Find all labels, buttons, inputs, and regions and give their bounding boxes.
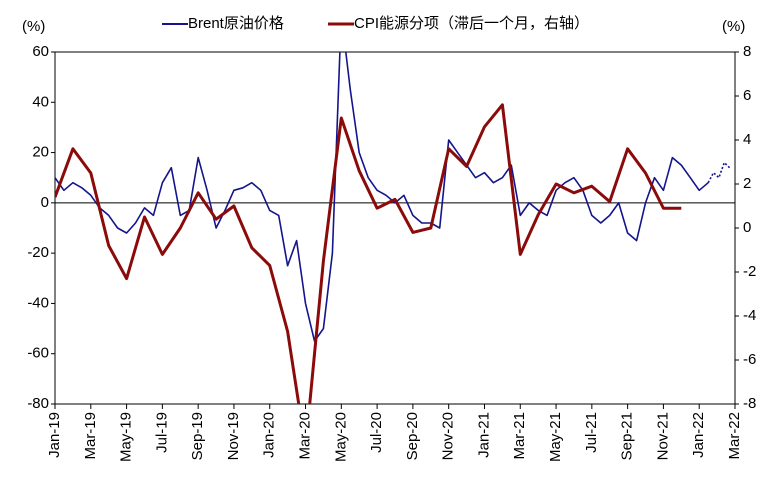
y-tick-label: 60	[32, 43, 49, 60]
y2-tick-label: 6	[743, 87, 751, 104]
legend-label: Brent原油价格	[188, 15, 284, 32]
x-tick-label: Jul-20	[368, 412, 385, 453]
x-tick-label: May-21	[547, 412, 564, 462]
x-tick-label: Jul-21	[583, 412, 600, 453]
y2-tick-label: 4	[743, 131, 751, 148]
y2-tick-label: 8	[743, 43, 751, 60]
x-tick-label: Nov-20	[440, 412, 457, 460]
series-line	[55, 52, 709, 342]
x-tick-label: May-19	[118, 412, 135, 462]
x-tick-label: Mar-20	[296, 412, 313, 460]
y-tick-label: -20	[27, 244, 49, 261]
y2-unit: (%)	[722, 18, 745, 35]
y-tick-label: 20	[32, 144, 49, 161]
x-tick-label: Mar-19	[82, 412, 99, 460]
x-tick-label: Jan-19	[46, 412, 63, 458]
x-tick-label: Sep-20	[404, 412, 421, 460]
x-tick-label: Jan-20	[261, 412, 278, 458]
y2-tick-label: -4	[743, 307, 756, 324]
y-unit: (%)	[22, 18, 45, 35]
series-line	[707, 161, 731, 184]
x-tick-label: Nov-21	[654, 412, 671, 460]
x-tick-label: Jan-21	[475, 412, 492, 458]
y2-tick-label: -6	[743, 351, 756, 368]
x-tick-label: May-20	[332, 412, 349, 462]
y-tick-label: -80	[27, 395, 49, 412]
x-tick-label: Nov-19	[225, 412, 242, 460]
y2-tick-label: 0	[743, 219, 751, 236]
y2-tick-label: -8	[743, 395, 756, 412]
x-tick-label: Mar-22	[726, 412, 743, 460]
x-tick-label: Sep-21	[619, 412, 636, 460]
x-tick-label: Mar-21	[511, 412, 528, 460]
y-tick-label: 0	[41, 194, 49, 211]
y2-tick-label: -2	[743, 263, 756, 280]
x-tick-label: Sep-19	[189, 412, 206, 460]
x-tick-label: Jan-22	[690, 412, 707, 458]
x-tick-label: Jul-19	[153, 412, 170, 453]
y-tick-label: 40	[32, 93, 49, 110]
y-tick-label: -60	[27, 345, 49, 362]
plot-frame	[54, 51, 736, 405]
y2-tick-label: 2	[743, 175, 751, 192]
legend-label: CPI能源分项（滞后一个月，右轴）	[354, 15, 589, 32]
series-line	[55, 103, 682, 404]
y-tick-label: -40	[27, 294, 49, 311]
